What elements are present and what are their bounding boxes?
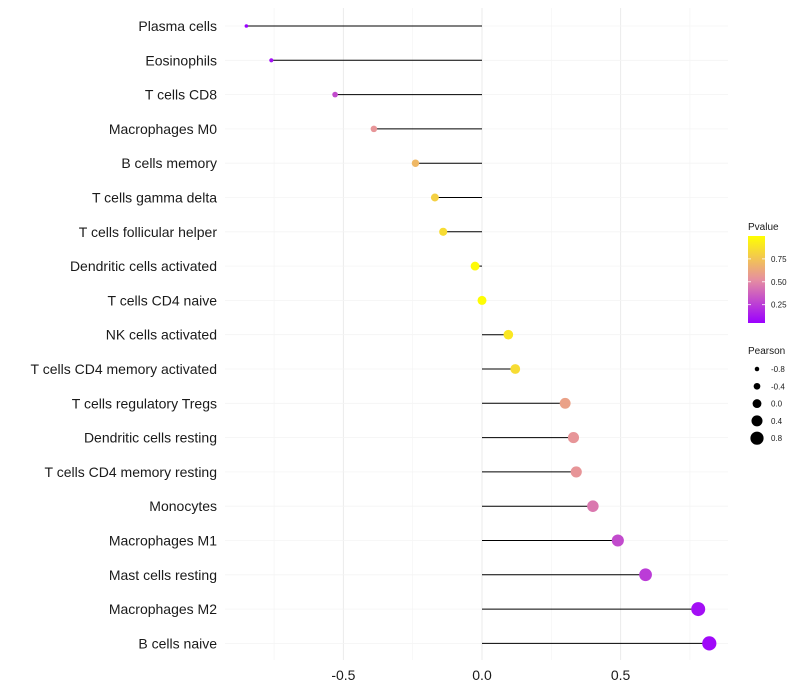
lollipop-point [559,397,571,409]
size-legend-dot [752,399,762,409]
category-label: T cells CD8 [145,87,217,103]
category-label: Dendritic cells activated [70,258,217,274]
size-legend-dot [750,431,764,445]
category-label: T cells CD4 naive [108,292,218,308]
category-label: Macrophages M1 [109,533,217,549]
lollipop-point [611,534,624,547]
size-legend-dot [754,366,760,372]
color-bar [748,236,765,323]
lollipop-point [702,636,717,651]
lollipop-point [411,159,420,167]
x-tick-label: 0.5 [611,667,631,683]
color-legend-title: Pvalue [748,222,779,233]
category-label: Mast cells resting [109,567,217,583]
lollipop-point [269,58,274,63]
color-legend-label: 0.50 [771,278,787,287]
x-tick-label: -0.5 [331,667,355,683]
category-label: B cells naive [138,635,217,651]
size-legend-dot [753,382,761,390]
category-label: Dendritic cells resting [84,430,217,446]
lollipop-point [370,125,378,133]
category-label: Plasma cells [138,18,217,34]
x-tick-label: 0.0 [472,667,492,683]
size-legend-label: -0.8 [771,365,785,374]
category-label: T cells CD4 memory activated [31,361,217,377]
category-label: T cells gamma delta [92,190,217,206]
lollipop-point [332,91,338,98]
category-label: T cells regulatory Tregs [72,395,217,411]
size-legend-label: 0.8 [771,434,783,443]
size-legend-label: 0.0 [771,400,783,409]
lollipop-point [430,193,439,202]
lollipop-point [691,602,706,617]
lollipop-point [477,295,487,305]
lollipop-point [510,364,521,374]
category-label: Macrophages M2 [109,601,217,617]
size-legend-dot [751,415,763,427]
lollipop-point [470,261,480,271]
lollipop-point [439,227,448,236]
lollipop-point [244,24,249,28]
lollipop-point [570,466,582,478]
lollipop-point [567,432,580,444]
category-label: B cells memory [121,155,217,171]
lollipop-point [639,568,652,582]
category-label: T cells CD4 memory resting [45,464,217,480]
size-legend-title: Pearson [748,346,785,357]
size-legend-label: 0.4 [771,417,783,426]
category-label: Macrophages M0 [109,121,217,137]
category-label: T cells follicular helper [79,224,218,240]
lollipop-point [503,329,514,340]
category-label: Monocytes [149,498,217,514]
lollipop-point [587,500,599,512]
color-legend-label: 0.75 [771,255,787,264]
category-label: NK cells activated [106,327,217,343]
size-legend-label: -0.4 [771,382,785,391]
color-legend-label: 0.25 [771,301,787,310]
category-label: Eosinophils [145,52,217,68]
